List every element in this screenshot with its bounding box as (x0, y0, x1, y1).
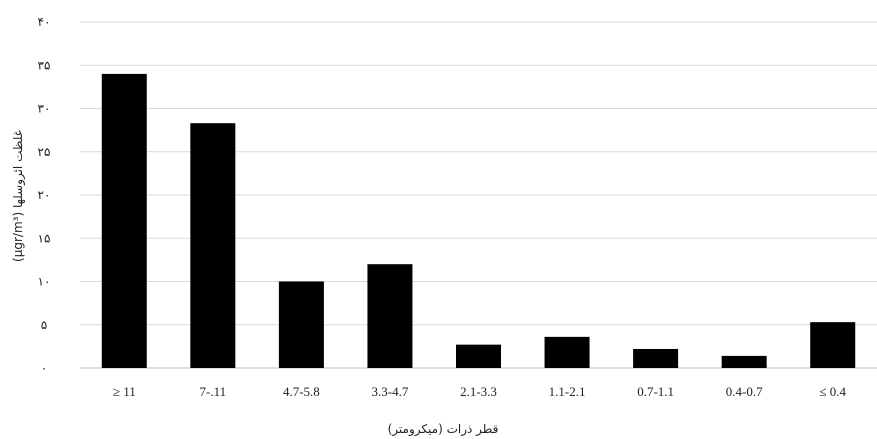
bars (101, 73, 856, 369)
y-tick-label: ۲۵ (38, 145, 51, 159)
bar (367, 264, 413, 368)
x-tick-label: 3.3-4.7 (372, 384, 409, 399)
bar (278, 281, 324, 368)
x-tick-label: ≤ 0.4 (819, 384, 846, 399)
y-tick-label: ۳۵ (38, 58, 51, 72)
y-tick-label: ۵ (41, 318, 47, 332)
bar (190, 123, 236, 368)
y-tick-label: ۴۰ (38, 15, 51, 29)
y-axis-ticks: ۰ ۵ ۱۰ ۱۵ ۲۰ ۲۵ ۳۰ ۳۵ ۴۰ (38, 15, 51, 375)
y-tick-label: ۱۵ (38, 231, 51, 245)
y-tick-label: ۲۰ (38, 188, 51, 202)
x-axis-title: قطر ذرات (میکرومتر) (388, 422, 499, 437)
bar (810, 322, 856, 368)
y-tick-label: ۰ (41, 361, 47, 375)
x-tick-label: 0.4-0.7 (726, 384, 763, 399)
x-tick-label: 0.7-1.1 (637, 384, 674, 399)
x-axis-ticks: ≥ 11 7-.11 4.7-5.8 3.3-4.7 2.1-3.3 1.1-2.1 0.7… (113, 384, 847, 399)
bar (721, 355, 767, 368)
y-axis-title: غلظت ائروسلها (µgr/m³) (11, 130, 26, 262)
x-tick-label: 4.7-5.8 (283, 384, 320, 399)
bar (456, 344, 501, 368)
bar (544, 336, 590, 368)
x-tick-label: 2.1-3.3 (460, 384, 497, 399)
x-tick-label: ≥ 11 (113, 384, 136, 399)
x-tick-label: 1.1-2.1 (549, 384, 586, 399)
bar (101, 73, 147, 369)
y-tick-label: ۳۰ (38, 102, 51, 116)
bar (633, 348, 679, 368)
y-tick-label: ۱۰ (38, 275, 51, 289)
x-tick-label: 7-.11 (200, 384, 227, 399)
